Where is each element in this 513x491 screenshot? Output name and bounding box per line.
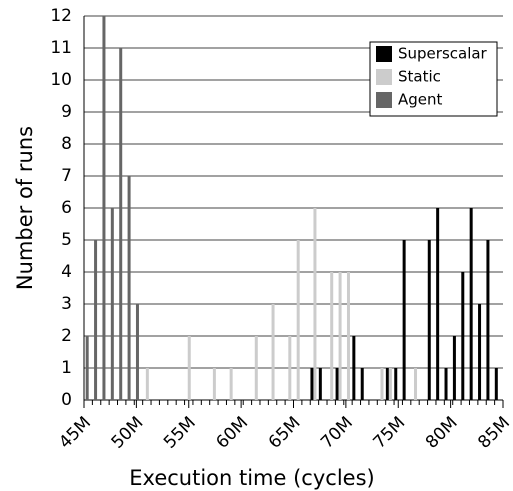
legend-swatch — [376, 46, 392, 62]
bar — [330, 272, 334, 400]
y-tick-label: 8 — [61, 134, 72, 154]
x-tick-label: 55M — [160, 413, 200, 453]
x-tick-label: 85M — [474, 413, 513, 453]
bar — [352, 336, 356, 400]
y-tick-label: 5 — [61, 230, 72, 250]
legend-label: Agent — [398, 91, 443, 109]
y-tick-label: 4 — [61, 262, 72, 282]
bar — [414, 368, 418, 400]
bar — [478, 304, 482, 400]
bar — [486, 240, 490, 400]
y-tick-label: 9 — [61, 102, 72, 122]
legend: Superscalar Static Agent — [369, 41, 498, 117]
y-tick-label: 2 — [61, 326, 72, 346]
bar — [254, 336, 258, 400]
x-tick-label: 60M — [212, 413, 252, 453]
bar — [452, 336, 456, 400]
x-tick-label: 80M — [422, 413, 462, 453]
bar — [271, 304, 275, 400]
bar — [469, 208, 473, 400]
legend-label: Static — [398, 68, 441, 86]
bar — [94, 240, 98, 400]
bar — [212, 368, 216, 400]
bar — [296, 240, 300, 400]
y-tick-label: 10 — [50, 70, 72, 90]
bar — [110, 208, 114, 400]
legend-swatch — [376, 92, 392, 108]
y-tick-label: 11 — [50, 38, 72, 58]
bar — [102, 16, 106, 400]
bar — [385, 368, 389, 400]
bar — [85, 336, 89, 400]
x-tick-label: 65M — [265, 413, 305, 453]
y-tick-label: 7 — [61, 166, 72, 186]
bar — [380, 368, 384, 400]
x-tick-label: 75M — [370, 413, 410, 453]
x-tick-label: 45M — [55, 413, 95, 453]
bar — [394, 368, 398, 400]
bar — [346, 272, 350, 400]
bar — [288, 336, 292, 400]
x-axis-title: Execution time (cycles) — [129, 466, 374, 490]
bar — [313, 208, 317, 400]
y-tick-label: 12 — [50, 6, 72, 26]
bar — [310, 368, 314, 400]
bar — [494, 368, 498, 400]
bar — [436, 208, 440, 400]
y-axis-title: Number of runs — [13, 126, 37, 290]
y-tick-label: 6 — [61, 198, 72, 218]
y-tick-label: 0 — [61, 390, 72, 410]
bar — [229, 368, 233, 400]
bar — [338, 272, 342, 400]
bar — [388, 368, 392, 400]
bar — [187, 336, 191, 400]
bar — [127, 176, 131, 400]
bar — [318, 368, 322, 400]
bar — [444, 368, 448, 400]
bar — [360, 368, 364, 400]
legend-label: Superscalar — [398, 45, 488, 63]
bar — [335, 368, 339, 400]
bar — [461, 272, 465, 400]
x-tick-label: 70M — [317, 413, 357, 453]
legend-swatch — [376, 69, 392, 85]
bar — [119, 48, 123, 400]
bar — [427, 240, 431, 400]
bar — [135, 304, 139, 400]
bar — [145, 368, 149, 400]
x-tick-label: 50M — [108, 413, 148, 453]
y-tick-label: 3 — [61, 294, 72, 314]
y-tick-label: 1 — [61, 358, 72, 378]
bar — [402, 240, 406, 400]
